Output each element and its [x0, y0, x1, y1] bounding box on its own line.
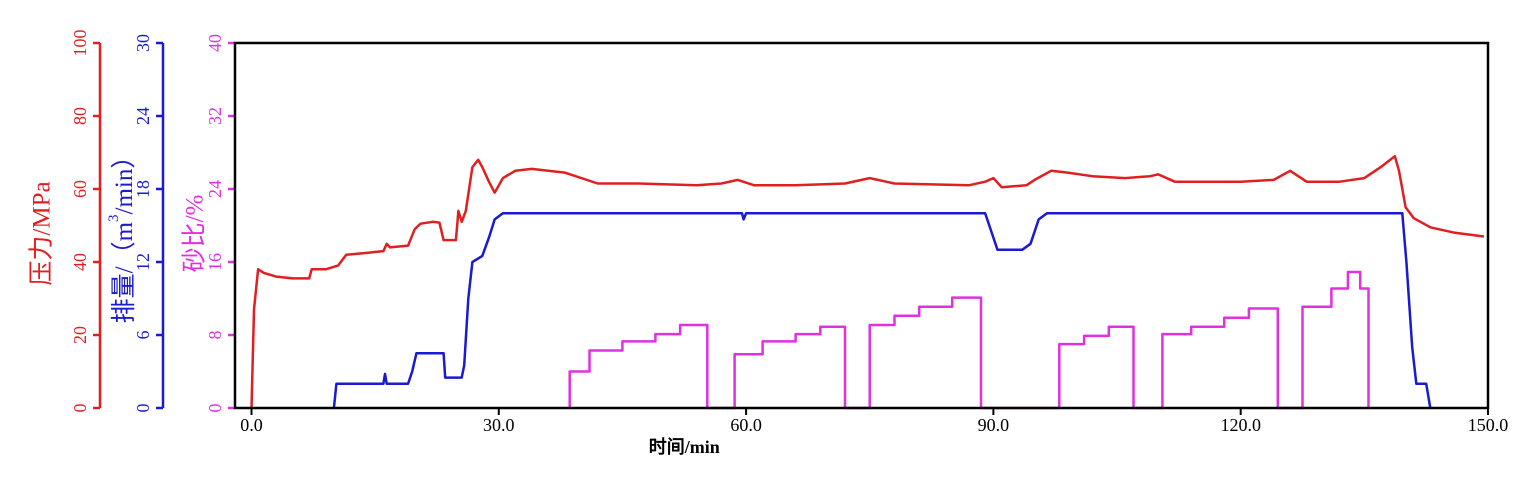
x-tick-label: 60.0	[730, 415, 762, 435]
rate-series-line	[332, 212, 1432, 409]
sand-tick-label: 8	[205, 331, 225, 340]
sand-tick-label: 40	[205, 34, 225, 52]
pressure-tick-label: 60	[70, 180, 90, 198]
pressure-tick-label: 0	[70, 404, 90, 413]
x-axis: 0.0 30.0 60.0 90.0 120.0 150.0	[240, 408, 1508, 435]
rate-tick-label: 24	[133, 107, 153, 125]
pressure-tick-label: 100	[70, 30, 90, 57]
sand-axis-title: 砂比/%	[181, 195, 209, 273]
pressure-tick-label: 40	[70, 253, 90, 271]
sand-series-line	[568, 270, 1370, 410]
pressure-series-line	[250, 154, 1485, 409]
sand-axis: 0 8 16 24 32 40 砂比/%	[181, 34, 235, 413]
pressure-axis-title: 压力/MPa	[28, 181, 56, 285]
x-tick-label: 120.0	[1220, 415, 1261, 435]
x-tick-label: 0.0	[240, 415, 263, 435]
rate-tick-label: 18	[133, 180, 153, 198]
x-axis-label: 时间/min	[649, 437, 720, 457]
sand-tick-label: 16	[205, 253, 225, 271]
rate-tick-label: 30	[133, 34, 153, 52]
series-layer	[250, 154, 1485, 410]
sand-tick-label: 24	[205, 180, 225, 198]
sand-tick-label: 0	[205, 404, 225, 413]
x-tick-label: 30.0	[483, 415, 515, 435]
rate-tick-label: 12	[133, 253, 153, 271]
rate-tick-label: 0	[133, 404, 153, 413]
sand-tick-label: 32	[205, 107, 225, 125]
x-tick-label: 90.0	[978, 415, 1010, 435]
plot-frame	[233, 41, 1490, 410]
rate-tick-label: 6	[133, 331, 153, 340]
rate-axis: 0 6 12 18 24 30 排量/（m3/min）	[106, 34, 165, 413]
rate-axis-title: 排量/（m3/min）	[106, 144, 138, 324]
pressure-tick-label: 80	[70, 107, 90, 125]
pressure-axis: 0 20 40 60 80 100 压力/MPa	[28, 30, 102, 413]
x-tick-label: 150.0	[1468, 415, 1509, 435]
pressure-tick-label: 20	[70, 326, 90, 344]
axes-layer: 020406080100压力/MPa0612182430排量/（m3/min）0…	[28, 30, 235, 413]
